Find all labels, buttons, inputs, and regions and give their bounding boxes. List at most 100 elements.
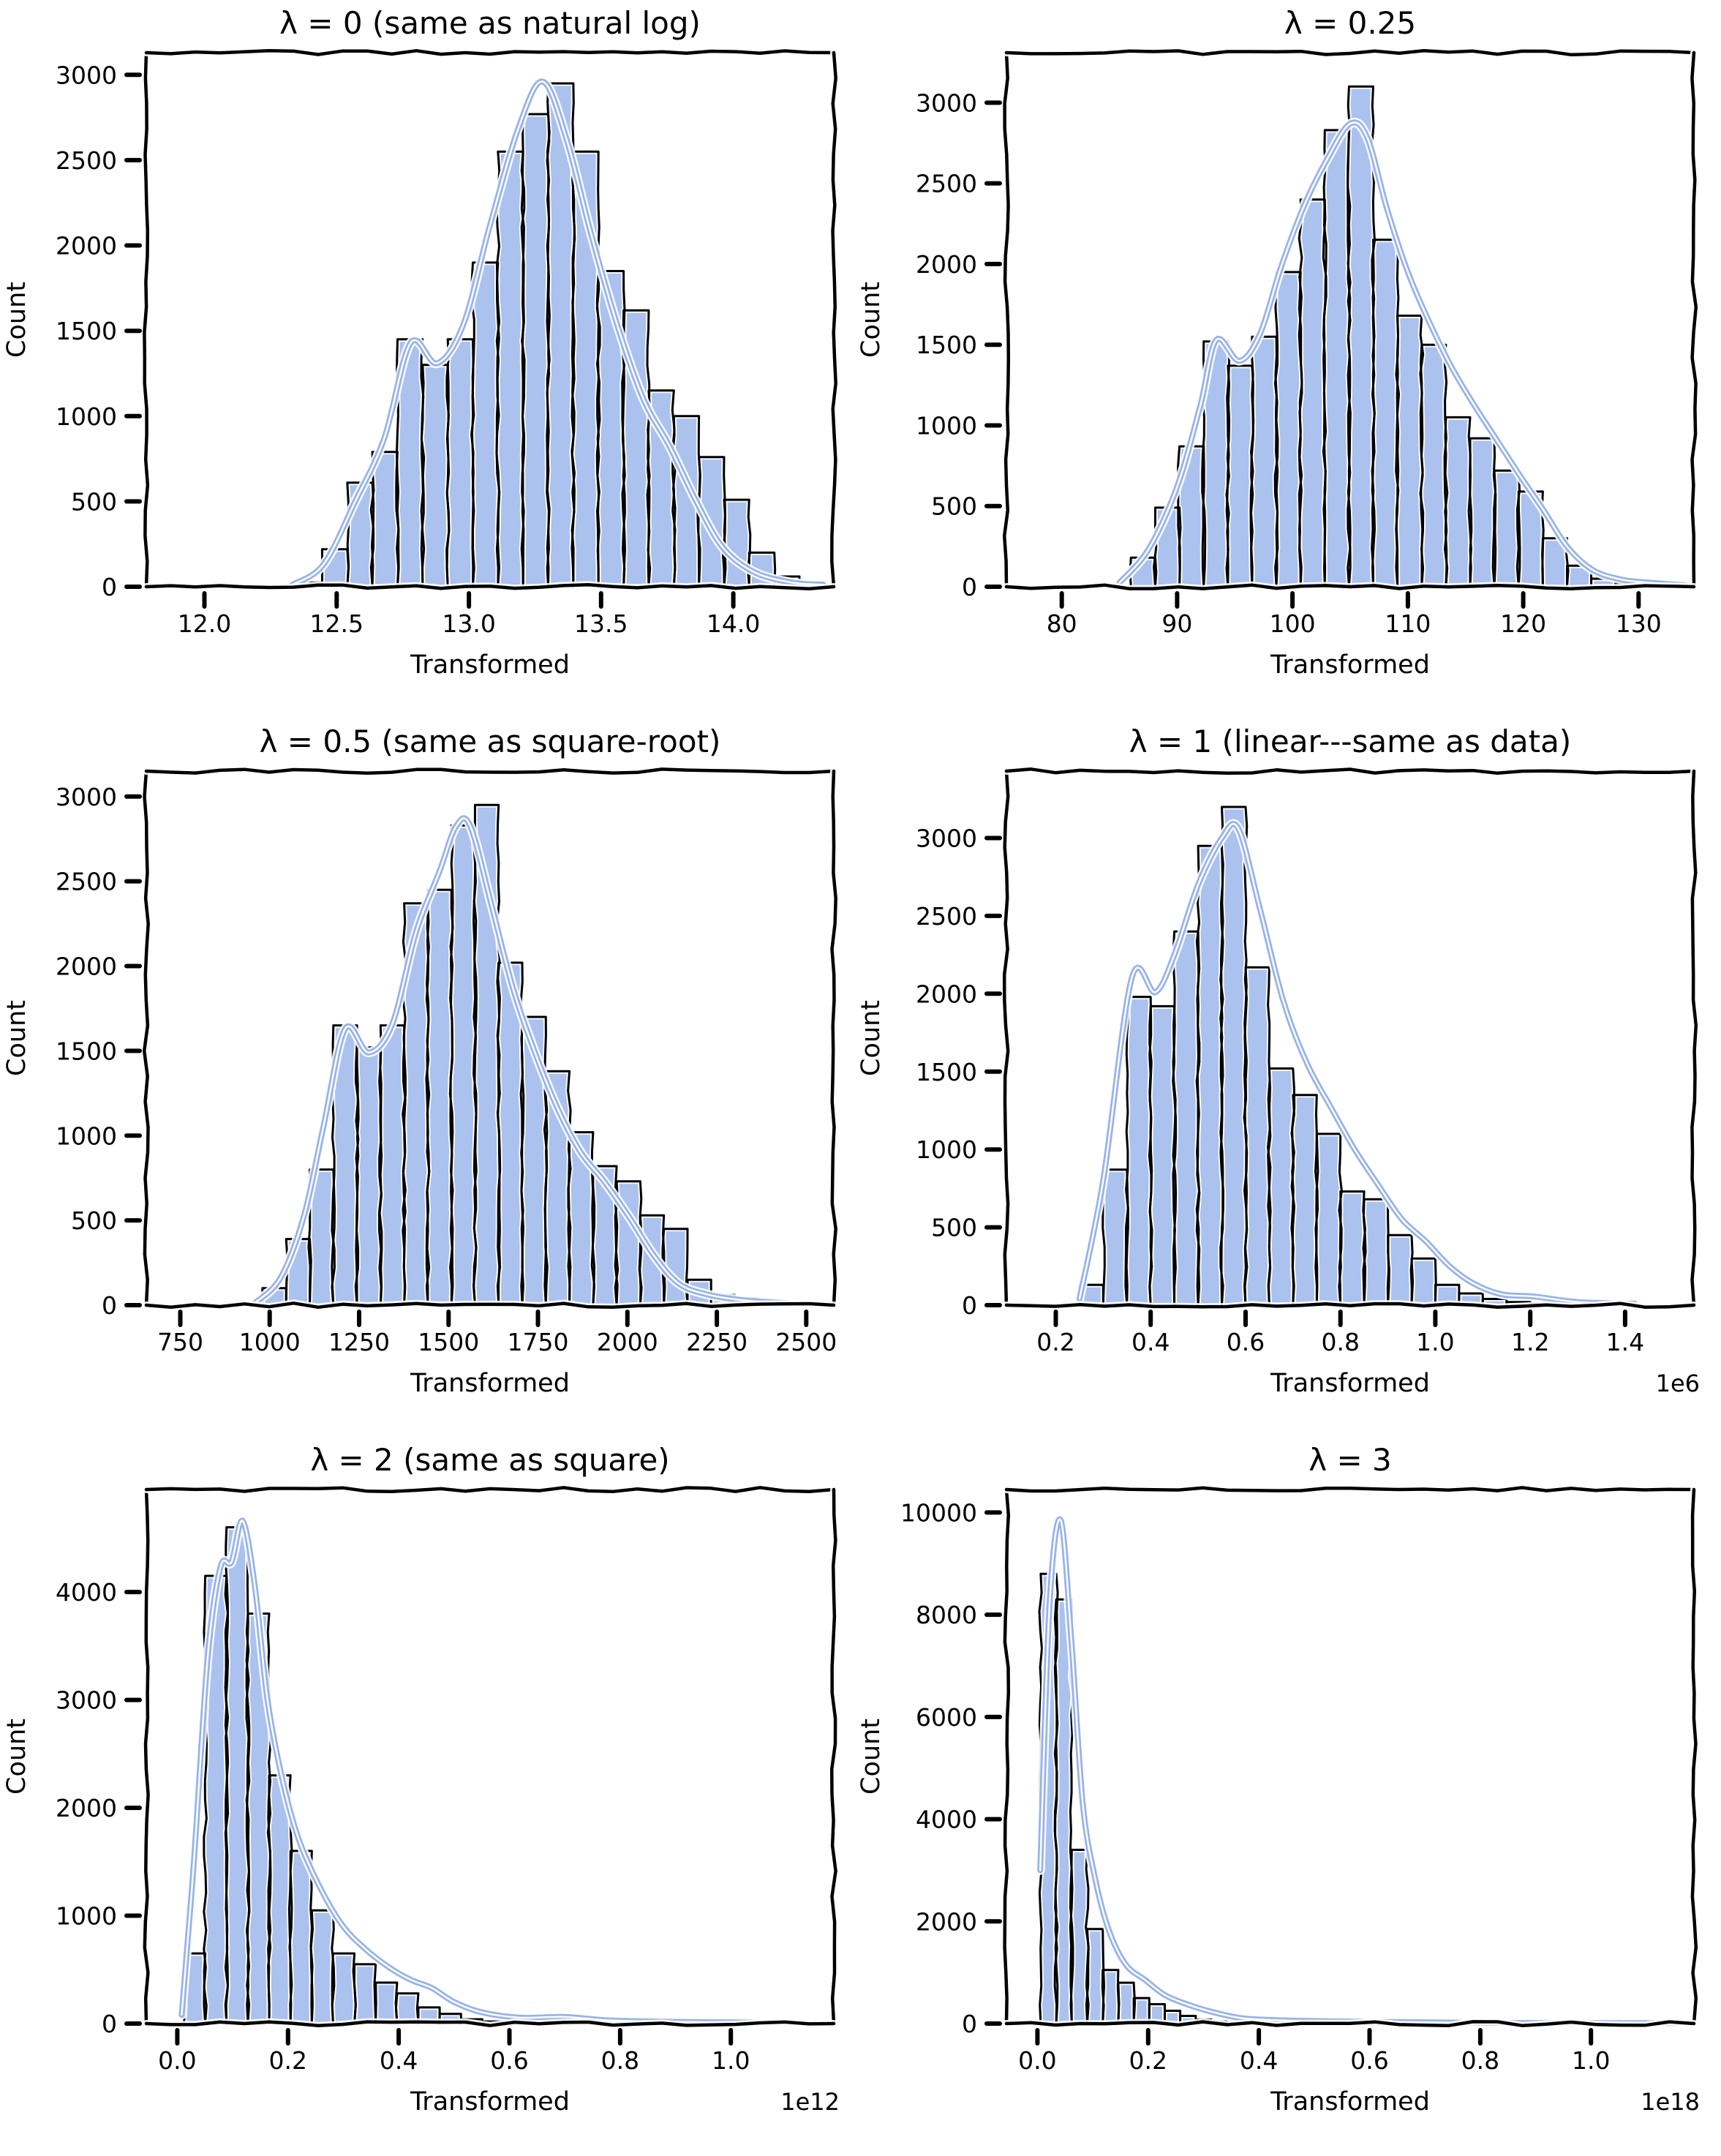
bar [1567,566,1592,587]
y-tick-label: 0 [102,573,117,601]
bar [1102,1169,1129,1305]
bar [1371,239,1399,587]
x-tick-label: 0.2 [1036,1328,1074,1356]
bar [396,1993,418,2024]
y-axis-label: Count [2,1719,31,1795]
kde-core-line [254,817,790,1304]
subplot-title: λ = 0.25 [1284,5,1416,41]
bar [331,1025,359,1305]
bar [1172,931,1200,1305]
bar [308,1169,335,1305]
x-tick-label: 13.5 [574,609,628,638]
bar [1134,1998,1150,2024]
axis-spine [1004,49,1696,57]
y-tick-label: 1000 [916,412,977,440]
x-axis-offset-label: 1e6 [1656,1370,1700,1397]
x-tick-label: 0.2 [269,2046,307,2075]
bar [1493,470,1520,587]
y-tick-label: 1000 [56,1902,117,1931]
bar-edge [309,1909,336,2025]
y-tick-label: 0 [962,1291,977,1320]
bar-edge [1322,129,1352,588]
bar [1299,199,1327,587]
y-tick-label: 8000 [916,1601,977,1629]
x-tick-label: 1500 [418,1328,479,1356]
subplot-svg: λ = 1 (linear---same as data) 0.2 0.4 0.6 0.… [856,724,1700,1398]
x-tick-label: 1.0 [1416,1328,1454,1356]
x-tick-label: 0.2 [1129,2046,1167,2075]
bar [1126,996,1152,1305]
y-tick-label: 0 [102,1291,117,1320]
bar-edge [621,309,652,588]
bar [1178,446,1205,587]
bar-edge [647,389,677,588]
y-tick-label: 6000 [916,1703,977,1732]
y-tick-label: 1500 [916,331,977,359]
axis-spine [1004,767,1696,775]
y-tick-label: 2500 [916,902,977,931]
y-tick-label: 500 [71,487,117,516]
axis-spine [1690,769,1698,1307]
subplot-title: λ = 0.5 (same as square-root) [260,724,721,759]
x-tick-label: 2250 [686,1328,747,1356]
y-tick-label: 1000 [56,1122,117,1150]
axis-spine [1690,50,1698,589]
y-tick-label: 3000 [56,61,117,89]
y-tick-label: 0 [962,573,977,601]
axis-spine [144,583,836,590]
bar-edge [1491,469,1521,588]
x-tick-label: 130 [1616,609,1662,638]
y-tick-label: 2500 [56,868,117,896]
bar [1469,438,1496,587]
subplot-lambda-3: λ = 3 0.0 0.2 0.4 0.6 0.8 1.0 0 2000 4000 6000 8000… [856,1437,1721,2156]
bar [1435,1285,1459,1305]
y-tick-label: 0 [102,2010,117,2038]
bar [375,1983,397,2024]
y-tick-label: 2000 [56,1794,117,1822]
bar [1268,1068,1295,1305]
bar [521,114,550,587]
subplot-lambda-0: λ = 0 (same as natural log) 12.0 12.5 13.0 1… [0,0,861,719]
kde-core-line [1118,121,1686,587]
bar [1220,807,1247,1305]
histogram-bars [1127,83,1643,590]
x-tick-label: 12.0 [178,609,231,638]
bar [1244,967,1271,1305]
bar [1149,2004,1165,2024]
bar [497,962,524,1305]
bar [268,1775,292,2024]
bar-edge [543,1070,572,1307]
y-tick-label: 10000 [900,1498,977,1527]
y-tick-label: 2000 [56,953,117,981]
x-tick-label: 1000 [239,1328,301,1356]
bar [225,1527,249,2024]
subplot-svg: λ = 0.25 80 90 100 110 120 130 0 500 1000 1500 2000… [856,5,1700,680]
bar [1338,1191,1366,1305]
bar [597,271,625,587]
y-tick-label: 500 [931,1214,977,1242]
x-axis-label: Transformed [410,2087,570,2116]
axis-spine [144,49,836,56]
bar [311,1910,334,2024]
x-tick-label: 0.0 [1018,2046,1056,2075]
bar [1226,365,1254,587]
bar [421,364,449,587]
kde-halo [1035,1514,1684,2028]
histogram-bars [294,80,827,590]
y-tick-label: 1500 [916,1058,977,1086]
y-tick-label: 500 [71,1206,117,1235]
axis-spine [143,50,150,589]
x-tick-label: 0.4 [1131,1328,1170,1356]
bar [1445,417,1472,587]
bar [1396,315,1423,587]
y-tick-label: 2500 [56,146,117,175]
subplot-svg: λ = 2 (same as square) 0.0 0.2 0.4 0.6 0.8 1.0… [2,1442,840,2116]
axis-spine [144,1302,836,1310]
subplot-lambda-1: λ = 1 (linear---same as data) 0.2 0.4 0.6 0.… [856,718,1721,1438]
x-tick-label: 2500 [775,1328,837,1356]
x-tick-label: 1.0 [1572,2046,1610,2075]
bar [1363,1199,1390,1305]
y-axis-label: Count [856,282,886,358]
bar [396,339,424,587]
